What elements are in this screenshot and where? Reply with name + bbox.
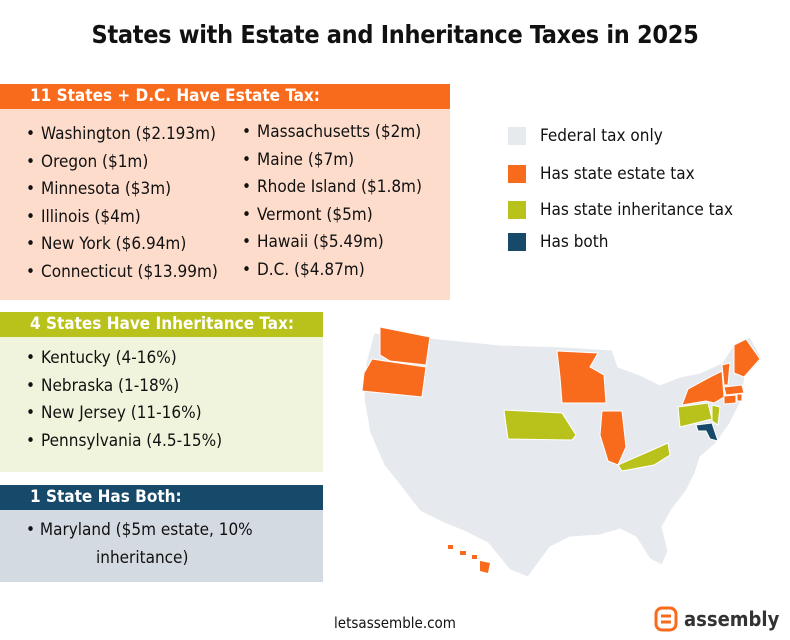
inheritance-tax-header: 4 States Have Inheritance Tax: [0, 312, 323, 337]
state-hawaii [448, 545, 490, 573]
state-washington [379, 326, 431, 366]
legend-swatch [508, 127, 526, 145]
estate-tax-header: 11 States + D.C. Have Estate Tax: [0, 84, 450, 109]
footer-url: letsassemble.com [334, 614, 456, 632]
list-item: Maine ($7m) [242, 147, 422, 175]
list-item: Nebraska (1-18%) [26, 373, 222, 401]
list-item: Massachusetts ($2m) [242, 119, 422, 147]
brand-logo: assembly [654, 606, 779, 632]
list-item: Washington ($2.193m) [26, 121, 218, 149]
state-connecticut [723, 394, 737, 405]
legend-swatch [508, 165, 526, 183]
us-map [361, 326, 763, 578]
list-item: New Jersey (11-16%) [26, 400, 222, 428]
state-new-jersey [711, 404, 721, 426]
list-item: Illinois ($4m) [26, 204, 218, 232]
list-item: Hawaii ($5.49m) [242, 229, 422, 257]
state-minnesota [556, 350, 607, 404]
list-item: Minnesota ($3m) [26, 176, 218, 204]
us-mainland-shape [363, 332, 763, 578]
both-taxes-header: 1 State Has Both: [0, 485, 323, 510]
list-item: D.C. ($4.87m) [242, 257, 422, 285]
legend-inheritance: Has state inheritance tax [508, 199, 733, 221]
estate-list-right: Massachusetts ($2m) Maine ($7m) Rhode Is… [242, 119, 422, 284]
state-rhode-island [736, 393, 743, 402]
state-maryland [695, 422, 719, 442]
state-kentucky [617, 442, 671, 472]
page-title: States with Estate and Inheritance Taxes… [91, 20, 699, 49]
assembly-logo-icon [654, 606, 678, 632]
inheritance-list: Kentucky (4-16%) Nebraska (1-18%) New Je… [26, 345, 222, 455]
legend-both: Has both [508, 231, 608, 253]
estate-list-left: Washington ($2.193m) Oregon ($1m) Minnes… [26, 121, 218, 286]
state-vermont [721, 362, 731, 386]
legend-swatch [508, 233, 526, 251]
state-nebraska [503, 409, 577, 441]
list-item: Oregon ($1m) [26, 149, 218, 177]
state-new-york [681, 370, 725, 406]
legend-federal: Federal tax only [508, 125, 663, 147]
list-item: Vermont ($5m) [242, 202, 422, 230]
list-item: Pennsylvania (4.5-15%) [26, 428, 222, 456]
list-item: Kentucky (4-16%) [26, 345, 222, 373]
state-maine [733, 338, 761, 378]
legend-estate: Has state estate tax [508, 163, 695, 185]
list-item: • Maryland ($5m estate, 10% inheritance) [26, 520, 253, 568]
estate-tax-panel: 11 States + D.C. Have Estate Tax: Washin… [0, 84, 450, 300]
legend-swatch [508, 201, 526, 219]
list-item: Rhode Island ($1.8m) [242, 174, 422, 202]
both-taxes-panel: 1 State Has Both: • Maryland ($5m estate… [0, 485, 323, 582]
state-oregon [361, 358, 427, 398]
list-item: Connecticut ($13.99m) [26, 259, 218, 287]
list-item: New York ($6.94m) [26, 231, 218, 259]
inheritance-tax-panel: 4 States Have Inheritance Tax: Kentucky … [0, 312, 323, 472]
state-massachusetts [723, 384, 745, 396]
logo-wordmark: assembly [684, 607, 780, 631]
